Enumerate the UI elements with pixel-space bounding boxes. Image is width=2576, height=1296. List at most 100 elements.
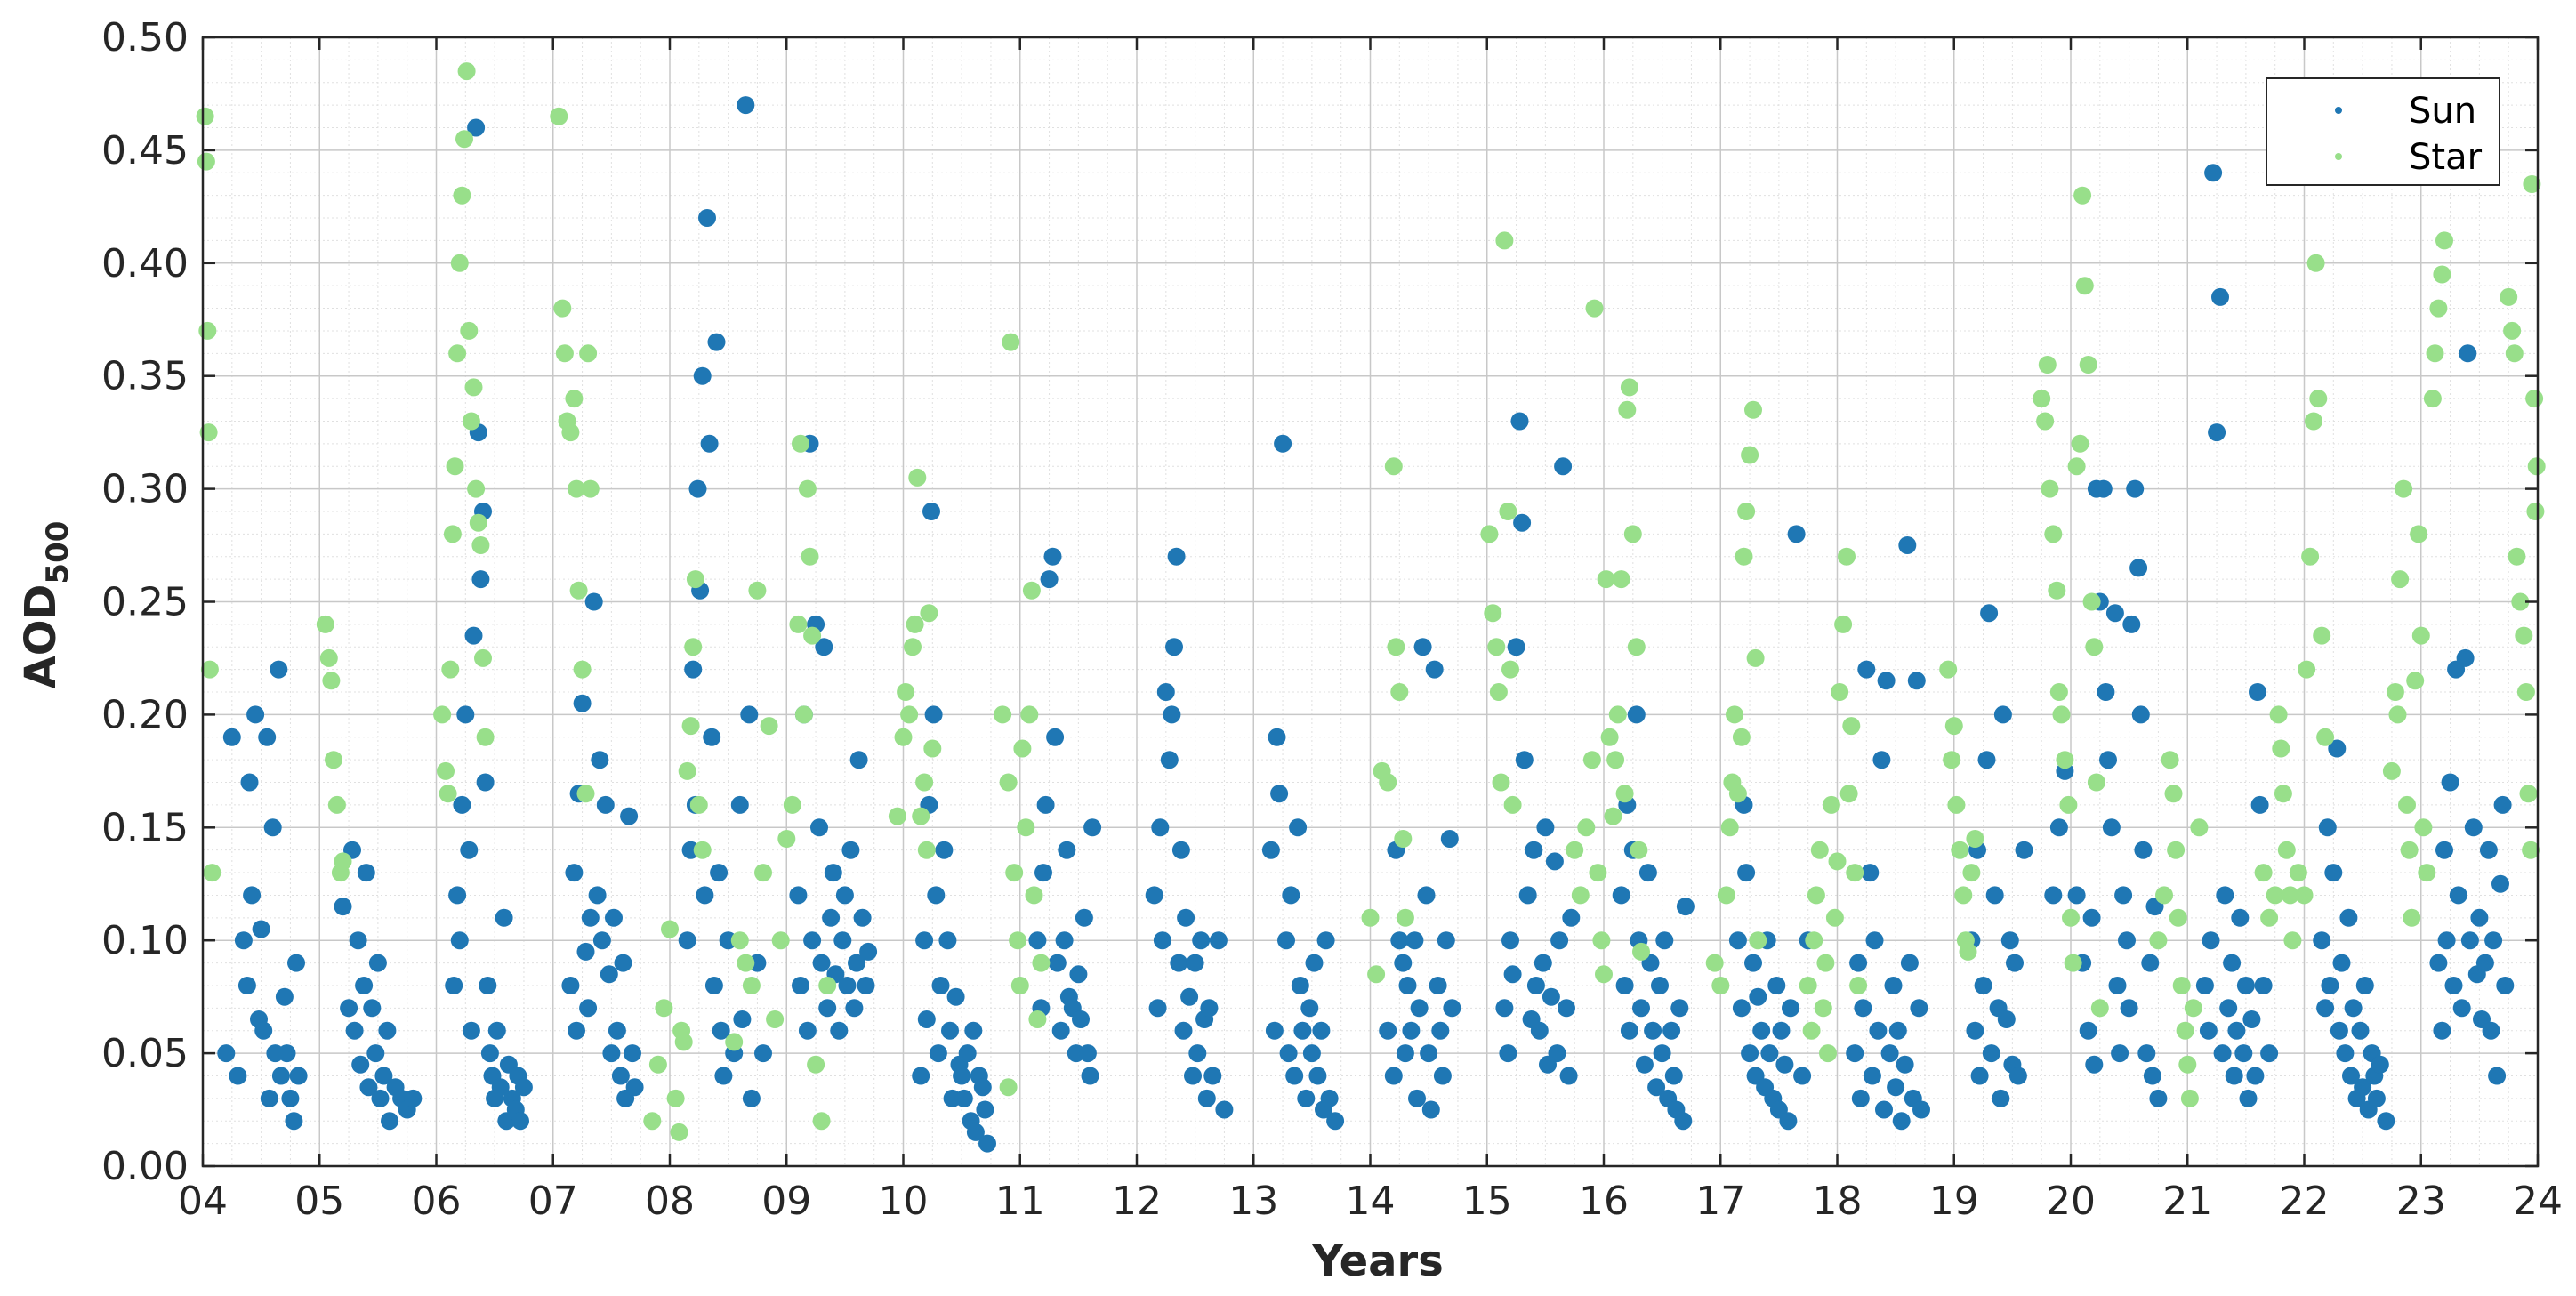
sun-data-point	[2441, 773, 2459, 792]
star-data-point	[2062, 908, 2080, 927]
star-data-point	[2155, 886, 2173, 905]
sun-data-point	[1180, 987, 1199, 1006]
sun-data-point	[833, 931, 852, 950]
star-data-point	[1013, 739, 1032, 758]
star-data-point	[2410, 525, 2428, 543]
star-data-point	[1720, 818, 1739, 837]
sun-data-point	[491, 1078, 510, 1097]
star-data-point	[1630, 841, 1648, 859]
sun-data-point	[2435, 841, 2453, 859]
sun-data-point	[1289, 818, 1308, 837]
sun-data-point	[1192, 931, 1211, 950]
sun-data-point	[1043, 547, 1062, 566]
star-data-point	[1959, 942, 1977, 961]
sun-data-point	[1997, 1010, 2016, 1028]
sun-data-point	[2067, 886, 2086, 905]
legend-marker-star	[2335, 153, 2342, 160]
sun-data-point	[608, 1021, 626, 1040]
star-data-point	[894, 728, 913, 746]
star-data-point	[555, 344, 574, 363]
star-data-point	[2067, 457, 2086, 476]
sun-data-point	[915, 931, 934, 950]
sun-data-point	[803, 931, 822, 950]
sun-data-point	[2079, 1021, 2097, 1040]
sun-data-point	[1534, 954, 1552, 972]
sun-data-point	[450, 931, 469, 950]
star-data-point	[2516, 683, 2535, 701]
star-data-point	[1705, 954, 1724, 972]
sun-data-point	[1849, 954, 1868, 972]
sun-data-point	[2479, 841, 2498, 859]
sun-data-point	[2213, 1044, 2232, 1063]
sun-data-point	[2254, 977, 2273, 994]
sun-data-point	[366, 1044, 385, 1063]
star-data-point	[1005, 864, 1024, 882]
star-data-point	[450, 254, 469, 272]
sun-data-point	[1268, 728, 1286, 746]
star-data-point	[1831, 683, 1849, 701]
sun-data-point	[271, 1067, 290, 1085]
sun-data-point	[596, 795, 615, 814]
sun-data-point	[2444, 977, 2463, 994]
legend-label-sun: Sun	[2409, 91, 2476, 132]
star-data-point	[203, 864, 221, 882]
star-data-point	[569, 581, 588, 600]
sun-data-point	[1160, 751, 1179, 769]
sun-data-point	[1171, 841, 1190, 859]
star-data-point	[2052, 705, 2071, 724]
sun-data-point	[2456, 648, 2475, 667]
sun-data-point	[792, 977, 809, 994]
sun-data-point	[1279, 1044, 1298, 1063]
sun-data-point	[929, 1044, 947, 1063]
sun-data-point	[1417, 886, 1436, 905]
x-tick-label: 10	[879, 1179, 929, 1224]
sun-data-point	[822, 908, 841, 927]
sun-data-point	[1749, 987, 1767, 1006]
sun-data-point	[2211, 287, 2229, 306]
sun-data-point	[1793, 1067, 1812, 1085]
legend-marker-sun	[2335, 107, 2342, 114]
sun-data-point	[2044, 886, 2063, 905]
star-data-point	[1627, 638, 1646, 656]
sun-data-point	[1970, 1067, 1989, 1085]
x-tick-label: 12	[1112, 1179, 1162, 1224]
star-data-point	[742, 977, 761, 994]
sun-data-point	[730, 795, 749, 814]
sun-data-point	[1293, 1021, 1312, 1040]
sun-data-point	[240, 773, 259, 792]
star-data-point	[666, 1089, 685, 1107]
sun-data-point	[2332, 954, 2351, 972]
sun-data-point	[2321, 977, 2339, 994]
sun-data-point	[1163, 705, 1181, 724]
star-data-point	[1503, 795, 1522, 814]
sun-data-point	[2354, 1078, 2372, 1097]
star-data-point	[1849, 977, 1868, 994]
star-data-point	[771, 931, 790, 950]
sun-data-point	[2249, 683, 2266, 701]
sun-data-point	[917, 1010, 936, 1028]
sun-data-point	[445, 977, 463, 994]
star-data-point	[1390, 683, 1409, 701]
sun-data-point	[252, 920, 270, 938]
star-data-point	[469, 513, 487, 532]
sun-data-point	[1055, 931, 1074, 950]
star-data-point	[2272, 739, 2290, 758]
sun-data-point	[1651, 977, 1669, 994]
sun-data-point	[2242, 1010, 2261, 1028]
star-data-point	[2281, 886, 2299, 905]
sun-data-point	[355, 977, 374, 994]
star-data-point	[2418, 864, 2436, 882]
sun-data-point	[688, 479, 707, 498]
sun-data-point	[2313, 931, 2331, 950]
sun-data-point	[849, 751, 868, 769]
sun-data-point	[1869, 1021, 1888, 1040]
sun-data-point	[2129, 559, 2148, 577]
star-data-point	[1799, 977, 1817, 994]
star-data-point	[1361, 908, 1380, 927]
x-tick-label: 17	[1695, 1179, 1745, 1224]
star-data-point	[196, 107, 214, 125]
y-axis-title-subscript: 500	[40, 521, 76, 584]
star-data-point	[1954, 886, 1973, 905]
star-data-point	[674, 1033, 693, 1051]
sun-data-point	[1081, 1067, 1099, 1085]
